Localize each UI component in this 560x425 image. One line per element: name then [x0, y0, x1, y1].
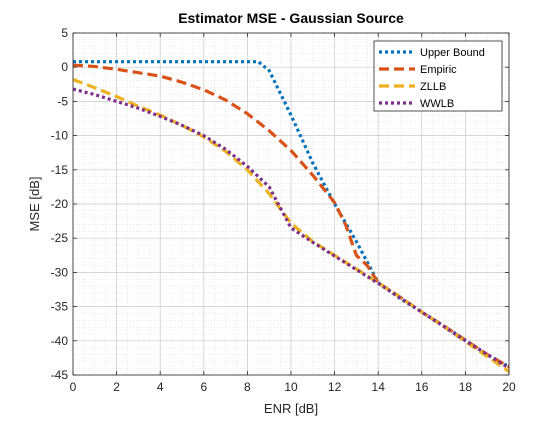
x-tick-labels: 0 2 4 6 8 10 12 14 16 18 20	[70, 380, 516, 394]
legend-box	[373, 40, 503, 112]
x-tick-label: 2	[113, 380, 120, 394]
y-tick-label: -5	[57, 94, 68, 108]
x-tick-label: 14	[372, 380, 386, 394]
x-tick-label: 18	[459, 380, 473, 394]
y-tick-label: -45	[51, 368, 69, 382]
y-tick-label: -35	[51, 300, 69, 314]
x-axis-label: ENR [dB]	[264, 401, 318, 416]
legend-label-zllb: ZLLB	[420, 81, 446, 93]
x-tick-label: 8	[244, 380, 251, 394]
y-tick-label: -40	[51, 334, 69, 348]
y-tick-label: -15	[51, 163, 69, 177]
x-tick-label: 10	[284, 380, 298, 394]
y-tick-label: 5	[61, 26, 68, 40]
y-tick-label: 0	[61, 60, 68, 74]
y-tick-label: -20	[51, 197, 69, 211]
legend-label-wwlb: WWLB	[420, 98, 454, 110]
y-tick-label: -10	[51, 129, 69, 143]
x-tick-label: 12	[328, 380, 342, 394]
x-tick-label: 4	[157, 380, 164, 394]
y-tick-label: -25	[51, 231, 69, 245]
y-axis-label: MSE [dB]	[27, 177, 42, 232]
legend-label-upper-bound: Upper Bound	[420, 47, 485, 59]
series-line-zllb	[72, 78, 510, 373]
series-line-upper-bound	[73, 60, 510, 369]
x-tick-label: 6	[200, 380, 207, 394]
legend: Upper Bound Empiric ZLLB WWLB	[373, 40, 503, 112]
x-tick-label: 16	[415, 380, 429, 394]
series-line-empiric	[72, 63, 510, 369]
chart-title: Estimator MSE - Gaussian Source	[178, 10, 404, 26]
x-tick-label: 20	[502, 380, 516, 394]
y-tick-label: -30	[51, 265, 69, 279]
legend-label-empiric: Empiric	[420, 64, 457, 76]
series-layer	[72, 60, 510, 373]
y-tick-labels: 5 0 -5 -10 -15 -20 -25 -30 -35 -40 -45	[51, 26, 69, 382]
tick-marks	[72, 32, 510, 376]
x-tick-label: 0	[70, 380, 77, 394]
